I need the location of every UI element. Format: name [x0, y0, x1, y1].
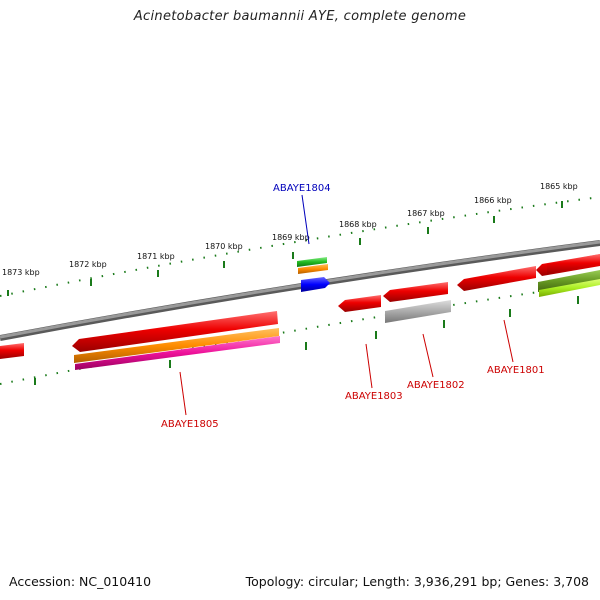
tick-label-1872: 1872 kbp — [69, 260, 107, 269]
gene-abaye1804-stack[interactable] — [297, 257, 330, 292]
gene-feature-olive[interactable] — [538, 270, 600, 292]
gene-label-abaye1801[interactable]: ABAYE1801 — [487, 365, 545, 376]
tick-label-1873: 1873 kbp — [2, 268, 40, 277]
gene-feature-orange-1805[interactable] — [74, 328, 279, 363]
tick-label-1870: 1870 kbp — [205, 242, 243, 251]
gene-abaye1802-stack[interactable] — [383, 282, 451, 323]
gene-feature-red-1805[interactable] — [72, 311, 278, 352]
upper-tick-ring: 1873 kbp 1872 kbp 1871 kbp 1870 kbp 1869… — [0, 182, 600, 297]
leader-1805 — [179, 371, 187, 416]
gene-abaye1801[interactable] — [457, 266, 536, 291]
tick-label-1871: 1871 kbp — [137, 252, 175, 261]
tick-label-1866: 1866 kbp — [474, 196, 512, 205]
leader-1803 — [365, 343, 373, 389]
gene-feature-green[interactable] — [297, 257, 327, 267]
lower-major-ticks — [34, 296, 579, 385]
gene-feature-red-1802[interactable] — [383, 282, 448, 302]
tick-label-1869: 1869 kbp — [272, 233, 310, 242]
map-title: Acinetobacter baumannii AYE, complete ge… — [133, 9, 467, 24]
leader-1802 — [422, 333, 434, 378]
gene-feature-blue[interactable] — [301, 277, 330, 292]
leader-1804 — [301, 194, 310, 245]
gene-label-abaye1805[interactable]: ABAYE1805 — [161, 419, 219, 430]
genome-backbone — [0, 240, 600, 341]
gene-abaye1805-stack[interactable] — [72, 311, 280, 370]
gene-label-abaye1802[interactable]: ABAYE1802 — [407, 380, 465, 391]
tick-label-1868: 1868 kbp — [339, 220, 377, 229]
gene-feature-far-right-lower[interactable] — [538, 254, 600, 297]
gene-labels: ABAYE1804 ABAYE1805 ABAYE1803 ABAYE1802 … — [161, 183, 545, 430]
gene-feature-gray-1802[interactable] — [385, 300, 451, 323]
gene-label-abaye1804[interactable]: ABAYE1804 — [273, 183, 331, 194]
label-leader-lines — [179, 194, 514, 416]
tick-labels: 1873 kbp 1872 kbp 1871 kbp 1870 kbp 1869… — [2, 182, 578, 277]
tick-label-1865: 1865 kbp — [540, 182, 578, 191]
leader-1801 — [503, 319, 514, 363]
gene-feature-red-right[interactable] — [547, 254, 600, 274]
topology-text: Topology: circular; Length: 3,936,291 bp… — [245, 574, 589, 589]
gene-feature-orange[interactable] — [298, 264, 328, 274]
tick-label-1867: 1867 kbp — [407, 209, 445, 218]
gene-feature-left-edge[interactable] — [0, 343, 24, 359]
accession-text: Accession: NC_010410 — [9, 574, 152, 589]
gene-feature-lime[interactable] — [539, 279, 600, 297]
gene-label-abaye1803[interactable]: ABAYE1803 — [345, 391, 403, 402]
lower-tick-ring — [0, 282, 600, 385]
gene-abaye1803[interactable] — [338, 295, 381, 312]
upper-major-ticks — [7, 201, 563, 296]
gene-feature-magenta-1805[interactable] — [75, 336, 280, 370]
